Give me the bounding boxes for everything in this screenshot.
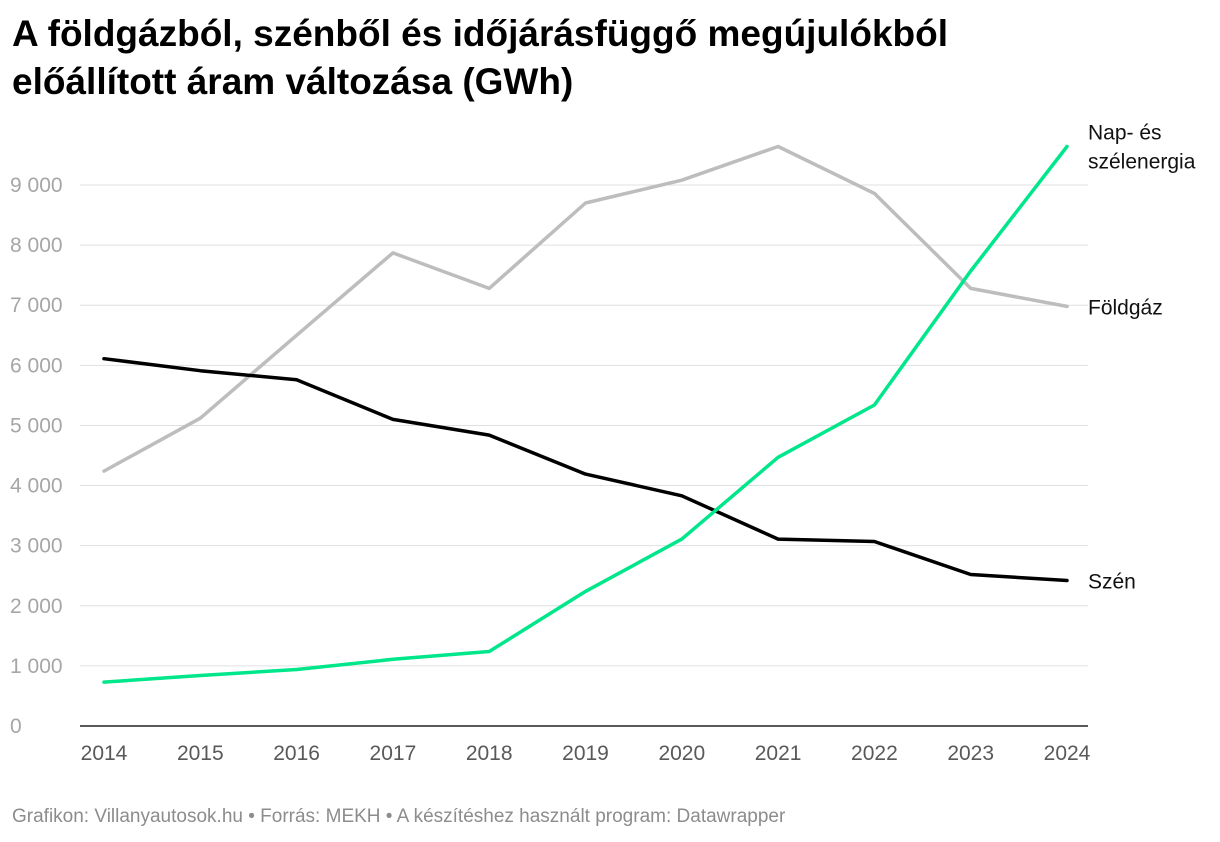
y-tick-label: 0 <box>10 715 22 738</box>
x-tick-label: 2024 <box>1044 742 1091 765</box>
chart-title-line-1: A földgázból, szénből és időjárásfüggő m… <box>12 13 949 54</box>
y-tick-label: 1 000 <box>10 655 63 678</box>
y-tick-label: 7 000 <box>10 294 63 317</box>
x-tick-label: 2021 <box>755 742 802 765</box>
x-tick-label: 2020 <box>658 742 705 765</box>
source-footer: Grafikon: Villanyautosok.hu • Forrás: ME… <box>12 806 786 827</box>
y-tick-label: 4 000 <box>10 475 63 498</box>
y-axis-ticks: 0 1 000 2 000 3 000 4 000 5 000 6 000 7 000 8 00… <box>10 174 63 738</box>
x-tick-label: 2017 <box>370 742 417 765</box>
series-label: Nap- és <box>1088 122 1162 145</box>
chart-title: A földgázból, szénből és időjárásfüggő m… <box>12 10 1192 106</box>
chart-title-line-2: előállított áram változása (GWh) <box>12 61 574 102</box>
x-axis-ticks: 2014 2015 2016 2017 2018 2019 2020 2021 2022 2023… <box>81 742 1091 765</box>
y-tick-label: 2 000 <box>10 595 63 618</box>
series-line <box>102 144 1069 684</box>
y-tick-label: 9 000 <box>10 174 63 197</box>
series-line <box>102 356 1069 583</box>
x-tick-label: 2014 <box>81 742 128 765</box>
y-tick-label: 5 000 <box>10 414 63 437</box>
series-label: Szén <box>1088 571 1136 594</box>
series-label: szélenergia <box>1088 151 1196 174</box>
series-lines <box>102 144 1069 684</box>
x-tick-label: 2023 <box>947 742 994 765</box>
y-tick-label: 8 000 <box>10 234 63 257</box>
x-tick-label: 2016 <box>273 742 320 765</box>
x-tick-label: 2019 <box>562 742 609 765</box>
x-tick-label: 2018 <box>466 742 513 765</box>
y-tick-label: 6 000 <box>10 354 63 377</box>
series-labels: Földgáz Szén Nap- és szélenergia <box>1088 122 1196 594</box>
y-tick-label: 3 000 <box>10 535 63 558</box>
x-tick-label: 2015 <box>177 742 224 765</box>
grid-lines <box>80 184 1088 727</box>
x-tick-label: 2022 <box>851 742 898 765</box>
series-line <box>102 144 1069 473</box>
series-label: Földgáz <box>1088 296 1163 319</box>
